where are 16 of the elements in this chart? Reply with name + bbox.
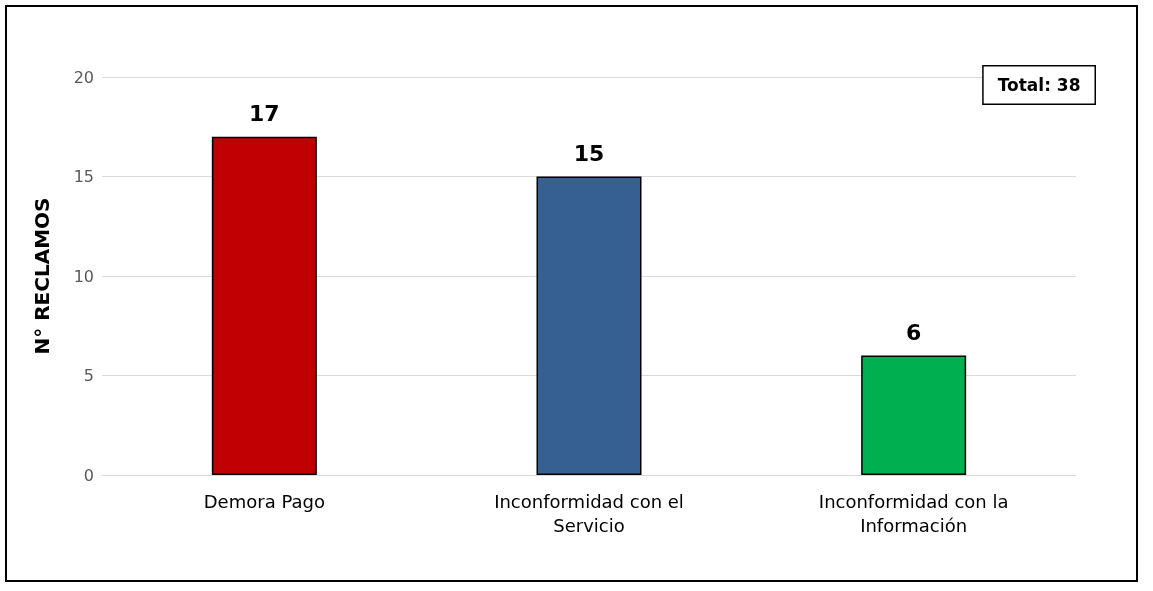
bar [536, 176, 642, 475]
y-tick-label: 0 [83, 465, 94, 485]
data-label: 15 [573, 141, 605, 166]
x-tick-label: Demora Pago [203, 490, 325, 512]
y-tick-label: 15 [73, 167, 94, 186]
y-axis-title: N° RECLAMOS [30, 197, 54, 355]
x-tick-label: Inconformidad con la Información [818, 490, 1009, 536]
bar [211, 136, 317, 475]
x-tick-label: Inconformidad con el Servicio [494, 490, 684, 536]
bar [861, 355, 967, 475]
annotation: Total: 38 [997, 75, 1081, 95]
data-label: 6 [906, 320, 922, 346]
data-label: 17 [249, 101, 280, 127]
y-tick-label: 20 [73, 67, 94, 87]
y-tick-label: 5 [83, 366, 94, 385]
y-tick-label: 10 [73, 266, 94, 286]
